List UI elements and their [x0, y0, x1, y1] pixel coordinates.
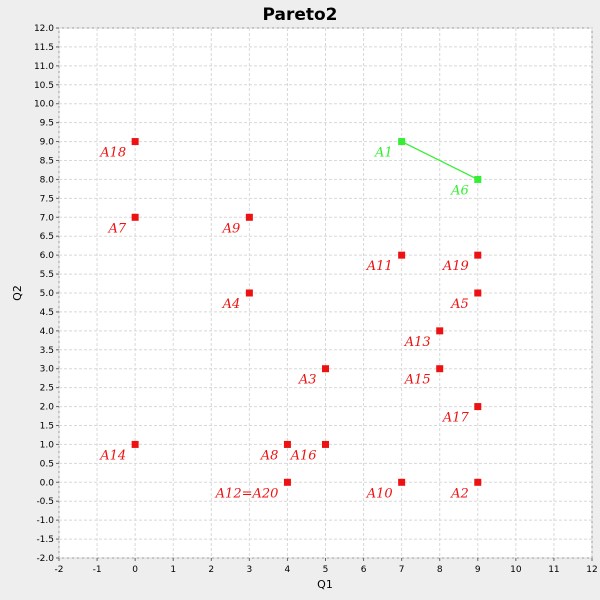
y-tick-label: 12.0 [34, 24, 54, 34]
y-tick-label: 1.0 [40, 440, 55, 450]
point-a3 [322, 365, 329, 373]
point-a13 [436, 327, 444, 335]
point-a5 [474, 289, 482, 297]
point-label-a4: A4 [222, 297, 241, 312]
y-tick-label: 11.5 [34, 43, 54, 53]
point-label-a2: A2 [450, 486, 469, 501]
x-tick-label: 9 [475, 565, 481, 575]
y-tick-label: 2.5 [40, 384, 54, 394]
point-a15 [436, 365, 444, 373]
pareto-front-line [401, 141, 479, 180]
y-axis-label: Q2 [11, 285, 24, 301]
x-tick-label: 12 [586, 565, 597, 575]
point-a9 [245, 213, 253, 221]
y-tick-label: 5.5 [40, 270, 54, 280]
point-a1 [398, 138, 406, 146]
y-tick-label: 9.5 [40, 119, 54, 129]
x-tick-label: -1 [93, 565, 102, 575]
point-label-a8: A8 [260, 448, 279, 463]
x-tick-label: 6 [361, 565, 367, 575]
y-tick-label: 8.0 [40, 175, 55, 185]
y-tick-label: 7.5 [40, 194, 54, 204]
point-label-a16: A16 [290, 448, 317, 463]
x-tick-label: 11 [548, 565, 559, 575]
point-label-a15: A15 [404, 373, 431, 388]
point-label-a12-a20: A12=A20 [215, 486, 279, 501]
y-tick-label: -2.0 [36, 554, 54, 564]
data-points [131, 138, 482, 486]
point-a8 [283, 440, 291, 448]
point-a17 [474, 403, 482, 411]
y-tick-label: -0.5 [36, 497, 54, 507]
y-tick-label: 2.0 [40, 403, 55, 413]
y-tick-label: 3.5 [40, 346, 54, 356]
point-label-a5: A5 [450, 297, 469, 312]
point-label-a17: A17 [442, 411, 470, 426]
y-tick-label: 10.0 [34, 100, 54, 110]
point-label-a9: A9 [222, 221, 241, 236]
y-tick-label: 0.5 [40, 459, 54, 469]
chart-title: Pareto2 [262, 5, 337, 25]
point-a10 [398, 478, 406, 486]
y-tick-label: 4.0 [40, 327, 55, 337]
y-tick-label: 6.0 [40, 251, 55, 261]
point-label-a3: A3 [298, 373, 317, 388]
point-label-a6: A6 [450, 183, 469, 198]
x-tick-label: 4 [285, 565, 291, 575]
pareto-front-line-group [401, 141, 479, 180]
y-tick-label: 8.5 [40, 157, 54, 167]
y-tick-label: 9.0 [40, 138, 55, 148]
point-label-a18: A18 [99, 146, 126, 161]
x-tick-label: 3 [246, 565, 252, 575]
y-tick-label: -1.5 [36, 535, 54, 545]
y-tick-label: 6.5 [40, 232, 54, 242]
x-tick-label: 5 [323, 565, 329, 575]
x-tick-label: 1 [170, 565, 176, 575]
point-label-a7: A7 [107, 221, 126, 236]
y-tick-label: 11.0 [34, 62, 54, 72]
point-label-a13: A13 [404, 335, 431, 350]
y-tick-label: 4.5 [40, 308, 54, 318]
x-tick-label: 10 [510, 565, 522, 575]
point-label-a1: A1 [374, 146, 393, 161]
point-a7 [131, 213, 139, 221]
point-labels: A1 A6 A18 A7 A9 A11 A19 A4 A5 A13 A3 A15 A17 A14 A8 A16… [99, 146, 469, 502]
x-axis-label: Q1 [317, 578, 333, 591]
x-tick-label: 8 [437, 565, 443, 575]
point-a16 [322, 440, 329, 448]
y-tick-label: 1.5 [40, 422, 54, 432]
y-tick-label: -1.0 [36, 516, 54, 526]
point-label-a14: A14 [99, 448, 126, 463]
point-a11 [398, 251, 406, 259]
tick-labels: -2 -1 0 1 2 3 4 5 6 7 8 9 10 11 12-2.0-1.5-1.0-0.50.00… [34, 24, 598, 575]
point-a12-a20 [283, 478, 291, 486]
y-tick-label: 0.0 [40, 478, 55, 488]
x-tick-label: 2 [208, 565, 214, 575]
point-a6 [474, 175, 482, 183]
point-label-a11: A11 [366, 259, 393, 274]
y-tick-label: 3.0 [40, 365, 55, 375]
point-a2 [474, 478, 482, 486]
point-a18 [131, 138, 139, 146]
point-a19 [474, 251, 482, 259]
y-tick-label: 5.0 [40, 289, 55, 299]
y-tick-label: 7.0 [40, 213, 55, 223]
y-tick-label: 10.5 [34, 81, 54, 91]
point-label-a10: A10 [366, 486, 393, 501]
x-tick-label: -2 [55, 565, 64, 575]
point-a4 [245, 289, 253, 297]
point-a14 [131, 440, 139, 448]
point-label-a19: A19 [442, 259, 469, 274]
x-tick-label: 0 [132, 565, 138, 575]
x-tick-label: 7 [399, 565, 405, 575]
